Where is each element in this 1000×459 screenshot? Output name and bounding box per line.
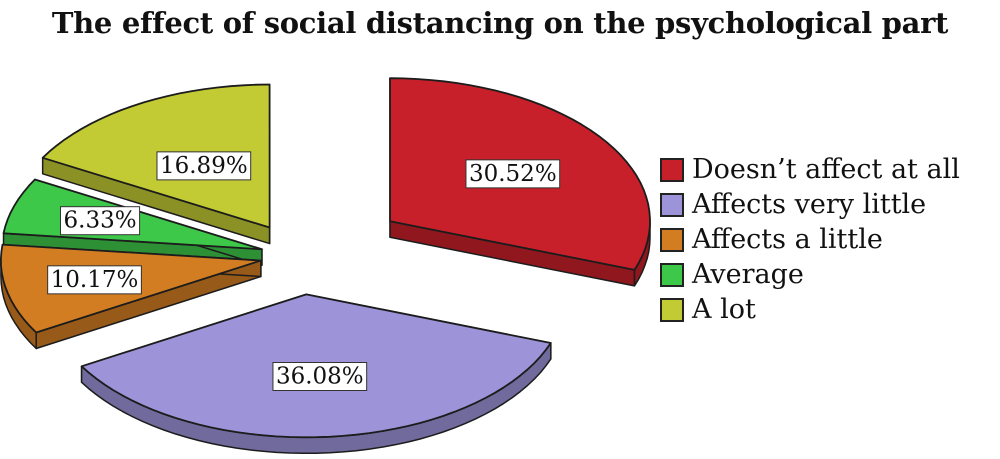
- legend-swatch-average: [660, 262, 684, 287]
- data-label-affects-a-little: 10.17%: [47, 265, 142, 295]
- legend-swatch-affects-a-little: [660, 227, 684, 252]
- legend-item-a-lot: A lot: [660, 292, 960, 327]
- data-label-text-average: 6.33%: [64, 208, 137, 234]
- legend-label-a-lot: A lot: [692, 294, 756, 325]
- legend-label-doesn-t-affect-at-all: Doesn’t affect at all: [692, 154, 960, 185]
- legend-item-affects-a-little: Affects a little: [660, 222, 960, 257]
- data-label-text-affects-a-little: 10.17%: [51, 267, 139, 293]
- legend-swatch-doesn-t-affect-at-all: [660, 157, 684, 182]
- data-label-text-a-lot: 16.89%: [160, 153, 248, 179]
- legend-item-average: Average: [660, 257, 960, 292]
- pie-slice-a-lot: [41, 83, 271, 245]
- legend-item-affects-very-little: Affects very little: [660, 187, 960, 222]
- legend-swatch-a-lot: [660, 297, 684, 322]
- chart-legend: Doesn’t affect at all Affects very little…: [660, 152, 960, 327]
- chart-title: The effect of social distancing on the p…: [51, 6, 949, 40]
- data-label-doesn-t-affect-at-all: 30.52%: [465, 159, 561, 189]
- legend-item-doesn-t-affect-at-all: Doesn’t affect at all: [660, 152, 960, 187]
- legend-label-affects-very-little: Affects very little: [692, 189, 927, 220]
- data-label-a-lot: 16.89%: [156, 151, 252, 181]
- legend-label-affects-a-little: Affects a little: [692, 224, 883, 255]
- data-label-average: 6.33%: [60, 206, 141, 236]
- data-label-affects-very-little: 36.08%: [272, 362, 368, 392]
- legend-swatch-affects-very-little: [660, 192, 684, 217]
- data-label-text-affects-very-little: 36.08%: [276, 364, 364, 390]
- data-label-text-doesn-t-affect-at-all: 30.52%: [469, 161, 557, 187]
- legend-label-average: Average: [692, 259, 804, 290]
